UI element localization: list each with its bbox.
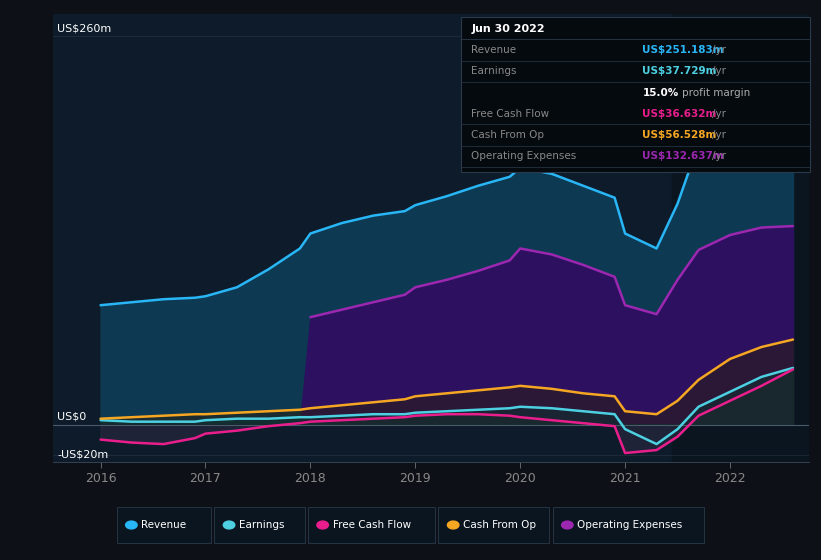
Text: Earnings: Earnings: [239, 520, 284, 530]
Text: /yr: /yr: [712, 130, 727, 140]
Text: US$132.637m: US$132.637m: [642, 152, 724, 161]
Text: Free Cash Flow: Free Cash Flow: [471, 109, 549, 119]
Text: US$251.183m: US$251.183m: [642, 45, 724, 55]
Text: -US$20m: -US$20m: [57, 449, 108, 459]
Text: Operating Expenses: Operating Expenses: [471, 152, 576, 161]
Text: /yr: /yr: [712, 45, 727, 55]
Text: Jun 30 2022: Jun 30 2022: [471, 24, 545, 34]
Text: profit margin: profit margin: [681, 87, 750, 97]
Text: US$56.528m: US$56.528m: [642, 130, 717, 140]
Text: Cash From Op: Cash From Op: [463, 520, 536, 530]
Text: Cash From Op: Cash From Op: [471, 130, 544, 140]
Text: US$36.632m: US$36.632m: [642, 109, 717, 119]
Text: US$0: US$0: [57, 412, 86, 422]
Text: /yr: /yr: [712, 109, 727, 119]
Text: Free Cash Flow: Free Cash Flow: [333, 520, 410, 530]
Text: 15.0%: 15.0%: [642, 87, 679, 97]
Text: Revenue: Revenue: [141, 520, 186, 530]
Bar: [672, 14, 809, 462]
Text: US$37.729m: US$37.729m: [642, 66, 717, 76]
Text: Operating Expenses: Operating Expenses: [577, 520, 682, 530]
Text: /yr: /yr: [712, 152, 727, 161]
Text: US$260m: US$260m: [57, 24, 112, 34]
Text: Revenue: Revenue: [471, 45, 516, 55]
Text: /yr: /yr: [712, 66, 727, 76]
Text: Earnings: Earnings: [471, 66, 516, 76]
